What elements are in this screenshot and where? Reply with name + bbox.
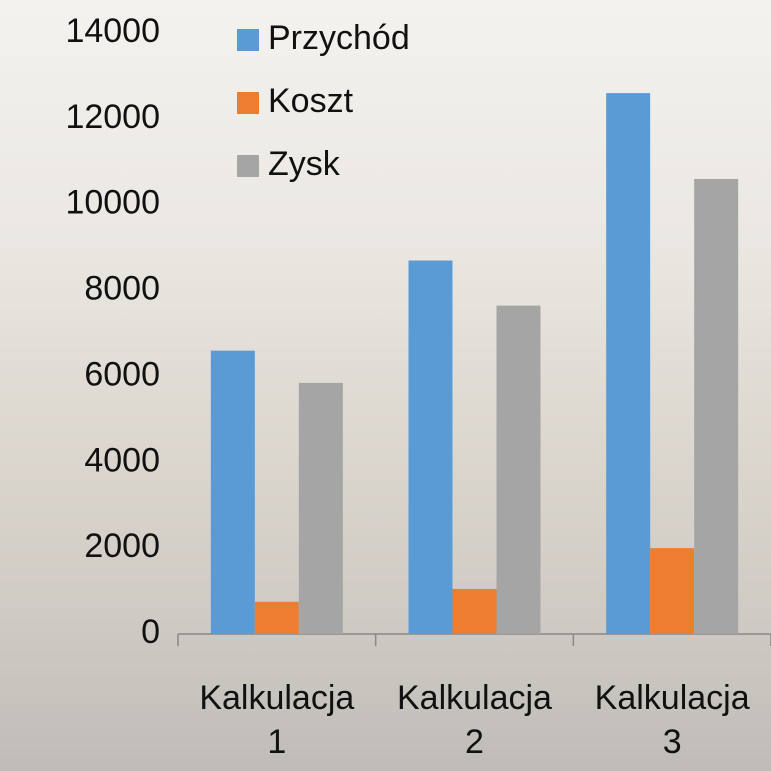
bar [694,179,738,634]
bar [409,261,453,634]
y-tick-label: 14000 [65,12,160,50]
y-tick-label: 0 [141,613,160,651]
y-tick-label: 12000 [65,98,160,136]
bar [453,589,497,634]
x-tick-label: Kalkulacja 3 [569,676,771,764]
chart: 0 2000 4000 6000 8000 10000 12000 14000 Przychód… [0,0,771,771]
legend-swatch [237,29,259,51]
bar [606,93,650,634]
bar [255,602,299,634]
legend-label: Przychód [268,19,410,57]
bar [497,306,541,634]
y-tick-label: 6000 [84,355,160,393]
chart-page: 0 2000 4000 6000 8000 10000 12000 14000 Przychód… [0,0,771,771]
legend-swatch [237,155,259,177]
legend-label: Zysk [268,145,341,183]
x-tick-label: Kalkulacja 1 [174,676,380,764]
x-tick-label: Kalkulacja 2 [372,676,578,764]
y-tick-label: 2000 [84,527,160,565]
bar [650,548,694,634]
bar [299,383,343,634]
bar [211,351,255,634]
y-tick-label: 4000 [84,441,160,479]
y-tick-label: 10000 [65,184,160,222]
legend-swatch [237,92,259,114]
legend-label: Koszt [268,82,354,120]
y-tick-label: 8000 [84,270,160,308]
